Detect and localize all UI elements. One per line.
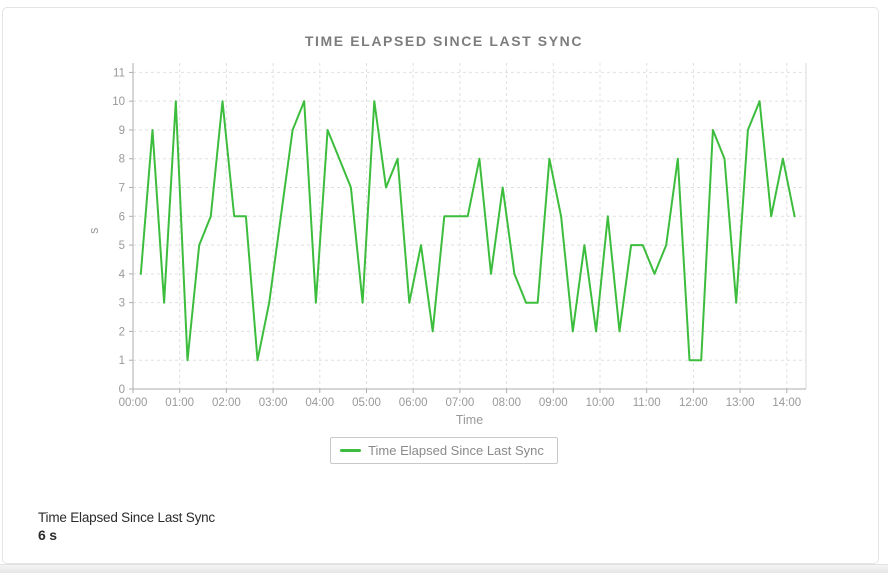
svg-text:11: 11 — [113, 67, 125, 79]
chart-title: TIME ELAPSED SINCE LAST SYNC — [304, 33, 584, 49]
bottom-bar — [0, 564, 888, 573]
svg-text:6: 6 — [119, 211, 125, 223]
svg-text:09:00: 09:00 — [539, 397, 568, 409]
svg-text:01:00: 01:00 — [165, 397, 194, 409]
metric-summary: Time Elapsed Since Last Sync 6 s — [38, 509, 215, 545]
svg-text:8: 8 — [119, 154, 125, 166]
svg-text:0: 0 — [119, 384, 125, 396]
svg-text:13:00: 13:00 — [726, 397, 755, 409]
svg-text:9: 9 — [119, 125, 125, 137]
svg-text:2: 2 — [119, 326, 125, 338]
metric-value: 6 s — [38, 527, 57, 543]
svg-text:Time: Time — [456, 413, 483, 427]
svg-text:s: s — [87, 228, 101, 234]
legend-label: Time Elapsed Since Last Sync — [368, 443, 544, 458]
sync-time-line-chart: 00:00 01:00 02:00 03:00 04:00 05:00 06:00 07:00… — [87, 63, 807, 427]
svg-text:10:00: 10:00 — [586, 397, 615, 409]
svg-text:03:00: 03:00 — [259, 397, 288, 409]
svg-text:14:00: 14:00 — [772, 397, 801, 409]
svg-text:00:00: 00:00 — [119, 397, 148, 409]
svg-text:07:00: 07:00 — [446, 397, 475, 409]
svg-text:12:00: 12:00 — [679, 397, 708, 409]
svg-text:06:00: 06:00 — [399, 397, 428, 409]
metric-label: Time Elapsed Since Last Sync — [38, 510, 215, 525]
svg-text:04:00: 04:00 — [305, 397, 334, 409]
svg-text:10: 10 — [112, 96, 125, 108]
svg-text:02:00: 02:00 — [212, 397, 241, 409]
svg-text:7: 7 — [119, 183, 125, 195]
svg-text:05:00: 05:00 — [352, 397, 381, 409]
svg-text:11:00: 11:00 — [633, 397, 661, 409]
svg-text:4: 4 — [119, 269, 126, 281]
card-border — [2, 7, 879, 564]
svg-text:3: 3 — [119, 298, 125, 310]
svg-text:5: 5 — [119, 240, 125, 252]
svg-text:1: 1 — [119, 355, 125, 367]
legend-line-swatch — [340, 449, 362, 452]
chart-legend[interactable]: Time Elapsed Since Last Sync — [330, 437, 558, 464]
svg-text:08:00: 08:00 — [492, 397, 521, 409]
